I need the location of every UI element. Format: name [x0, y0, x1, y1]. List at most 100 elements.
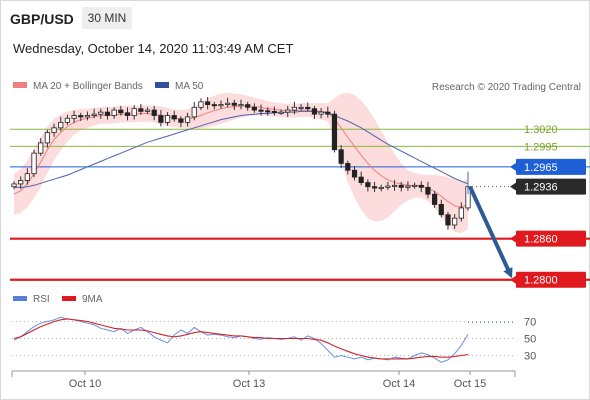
candle [138, 103, 144, 115]
candle [445, 212, 451, 230]
last-label-box-3 [516, 178, 586, 195]
candle [405, 181, 411, 191]
candle [124, 107, 131, 121]
candle-body [325, 111, 331, 115]
legend-label-ma20: MA 20 + Bollinger Bands [33, 81, 143, 92]
legend-label-ma50: MA 50 [175, 81, 204, 92]
timeframe-badge[interactable]: 30 MIN [82, 7, 132, 29]
rsi-tick-30: 30 [524, 351, 536, 363]
candle-body [44, 132, 50, 144]
candle-body [418, 184, 424, 188]
candle-body [91, 113, 97, 116]
resistance-label-0: 1.3020 [524, 124, 558, 136]
candle-body [258, 109, 264, 112]
candle [245, 101, 251, 111]
x-tick-label: Oct 13 [233, 378, 265, 390]
candle-body [198, 101, 204, 108]
legend-swatch-ma50 [155, 82, 169, 88]
candle-body [118, 109, 124, 114]
candle [111, 107, 117, 119]
candle [71, 110, 77, 124]
candle [365, 179, 371, 192]
candle-body [111, 109, 117, 116]
candle [291, 101, 298, 115]
candle [158, 110, 164, 127]
support-label-4: 1.2860 [524, 234, 558, 246]
rsi-9ma-line [13, 318, 469, 360]
candle [218, 100, 224, 109]
support-label-pointer-4 [510, 234, 516, 243]
candle [198, 98, 204, 111]
candle-body [365, 182, 371, 188]
candle [171, 110, 177, 122]
candle-body [458, 207, 464, 219]
candle-body [31, 152, 37, 175]
legend-label-rsi: RSI [33, 294, 50, 305]
candle-body [345, 163, 351, 171]
candle [205, 97, 211, 110]
pivot-label-box-2 [516, 158, 586, 175]
legend-swatch-9ma [62, 296, 76, 301]
candle [24, 168, 30, 185]
candlesticks [11, 97, 471, 230]
candle [84, 111, 91, 121]
pivot-label-pointer-2 [510, 162, 516, 171]
candle-body [278, 111, 284, 114]
x-tick-label: Oct 14 [383, 378, 415, 390]
candle [104, 107, 111, 120]
candle-body [398, 184, 404, 188]
candle-body [38, 142, 44, 154]
candle [211, 101, 217, 110]
candle-body [151, 109, 157, 116]
candle [285, 105, 291, 117]
candle-body [285, 109, 291, 113]
candle-body [251, 106, 257, 111]
candle [458, 202, 464, 222]
candle-body [238, 104, 244, 107]
candle-body [78, 115, 84, 118]
candle [144, 107, 151, 115]
rsi-panel: 70 50 30 [12, 317, 536, 363]
candle [51, 123, 57, 137]
candle-body [71, 115, 77, 119]
symbol-title: GBP/USD [10, 11, 74, 27]
candle-body [171, 115, 177, 120]
candle [231, 99, 237, 111]
candle [311, 105, 318, 119]
candle [305, 102, 311, 112]
candle-body [425, 186, 431, 195]
candle [338, 144, 344, 169]
candle-body [24, 173, 30, 181]
candle [11, 181, 17, 190]
candle-body [164, 115, 171, 123]
candle-body [358, 176, 364, 183]
candle-body [11, 183, 17, 188]
candle [78, 112, 84, 121]
candle [452, 214, 458, 230]
candle-body [305, 106, 311, 110]
candle [398, 181, 404, 192]
support-label-5: 1.2800 [524, 275, 558, 287]
candle-body [178, 118, 184, 123]
candle-body [131, 108, 137, 116]
candle [432, 190, 438, 208]
legend-label-9ma: 9MA [82, 294, 103, 305]
candle-body [158, 115, 164, 123]
last-label-3: 1.2936 [524, 182, 558, 194]
candle-body [18, 180, 24, 185]
candle-body [331, 113, 338, 151]
candle [425, 181, 431, 199]
candle-body [144, 109, 151, 112]
candle [391, 179, 398, 191]
candle-body [245, 104, 251, 108]
candle [44, 129, 50, 148]
support-label-box-4 [516, 230, 586, 247]
candle [238, 99, 244, 110]
candle-body [225, 102, 231, 105]
candle-body [298, 106, 304, 109]
legend-swatch-rsi [13, 296, 27, 301]
candle [191, 101, 197, 121]
level-labels: 1.3020 1.2995 1.2965 1.2936 1.2860 1.2800 [510, 124, 586, 288]
candle [411, 182, 418, 189]
